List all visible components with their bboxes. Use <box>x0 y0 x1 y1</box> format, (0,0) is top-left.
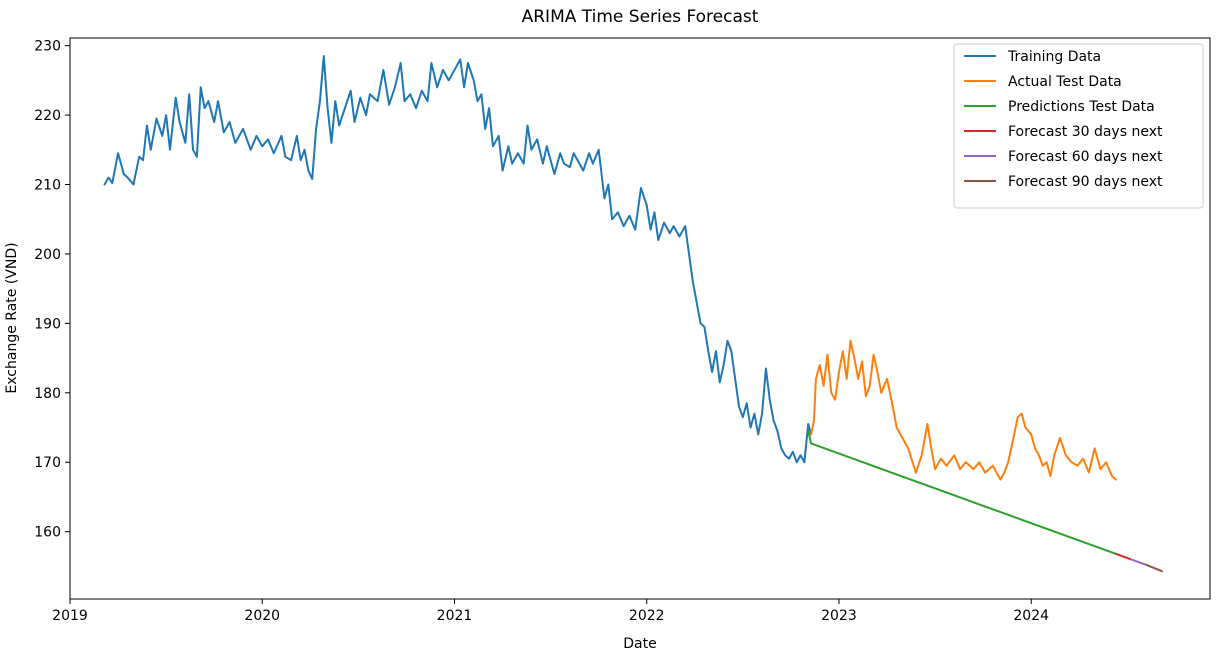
y-tick-label: 200 <box>34 247 61 263</box>
x-tick-label: 2023 <box>821 608 857 624</box>
series-line-5 <box>1130 558 1148 566</box>
series-line-1 <box>103 55 813 464</box>
y-axis: 160 170 180 190 200 210 220 230 <box>34 39 70 541</box>
legend-label: Actual Test Data <box>1008 74 1122 90</box>
y-tick-label: 210 <box>34 177 61 193</box>
plot-frame <box>69 37 1211 600</box>
x-axis-label: Date <box>623 636 656 652</box>
legend-label: Forecast 90 days next <box>1008 174 1163 190</box>
x-tick-label: 2022 <box>629 608 665 624</box>
legend-label: Predictions Test Data <box>1008 99 1155 115</box>
x-axis: 2019 2020 2021 2022 2023 2024 <box>52 599 1049 624</box>
x-tick-label: 2021 <box>437 608 473 624</box>
series-line-6 <box>1145 563 1163 573</box>
legend-label: Training Data <box>1007 49 1101 65</box>
series-line-2 <box>810 339 1117 481</box>
series-line-4 <box>1114 552 1133 561</box>
x-tick-label: 2020 <box>244 608 280 624</box>
legend-label: Forecast 60 days next <box>1008 149 1163 165</box>
y-tick-label: 170 <box>34 455 61 471</box>
x-tick-label: 2019 <box>52 608 88 624</box>
series-line-3 <box>807 429 1117 555</box>
series-layer <box>103 55 1163 573</box>
y-tick-label: 190 <box>34 316 61 332</box>
y-axis-label: Exchange Rate (VND) <box>4 242 20 393</box>
y-tick-label: 160 <box>34 525 61 541</box>
chart-title: ARIMA Time Series Forecast <box>522 7 759 27</box>
legend-box <box>953 43 1204 209</box>
x-tick-label: 2024 <box>1013 608 1049 624</box>
legend: Training Data Actual Test Data Predictions… <box>953 43 1204 209</box>
y-tick-label: 220 <box>34 108 61 124</box>
y-tick-label: 180 <box>34 386 61 402</box>
y-tick-label: 230 <box>34 39 61 55</box>
legend-label: Forecast 30 days next <box>1008 124 1163 140</box>
